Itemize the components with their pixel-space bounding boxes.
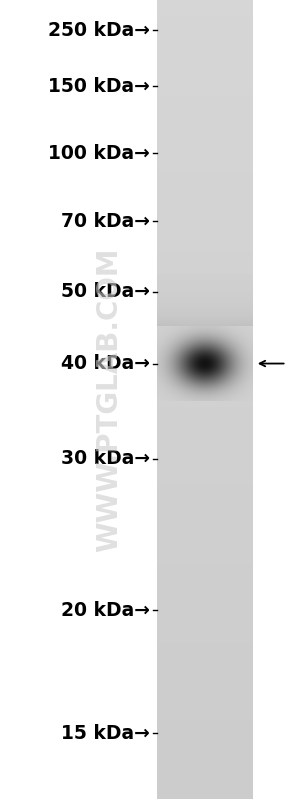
Text: 15 kDa→: 15 kDa→ xyxy=(61,724,150,743)
Text: 50 kDa→: 50 kDa→ xyxy=(61,282,150,301)
Text: 100 kDa→: 100 kDa→ xyxy=(48,144,150,163)
Text: 40 kDa→: 40 kDa→ xyxy=(61,354,150,373)
Text: 20 kDa→: 20 kDa→ xyxy=(61,601,150,620)
Text: WWW.PTGLAB.COM: WWW.PTGLAB.COM xyxy=(95,247,124,552)
Text: 70 kDa→: 70 kDa→ xyxy=(61,212,150,231)
Text: 30 kDa→: 30 kDa→ xyxy=(61,449,150,468)
Text: 150 kDa→: 150 kDa→ xyxy=(48,77,150,96)
Text: 250 kDa→: 250 kDa→ xyxy=(48,21,150,40)
